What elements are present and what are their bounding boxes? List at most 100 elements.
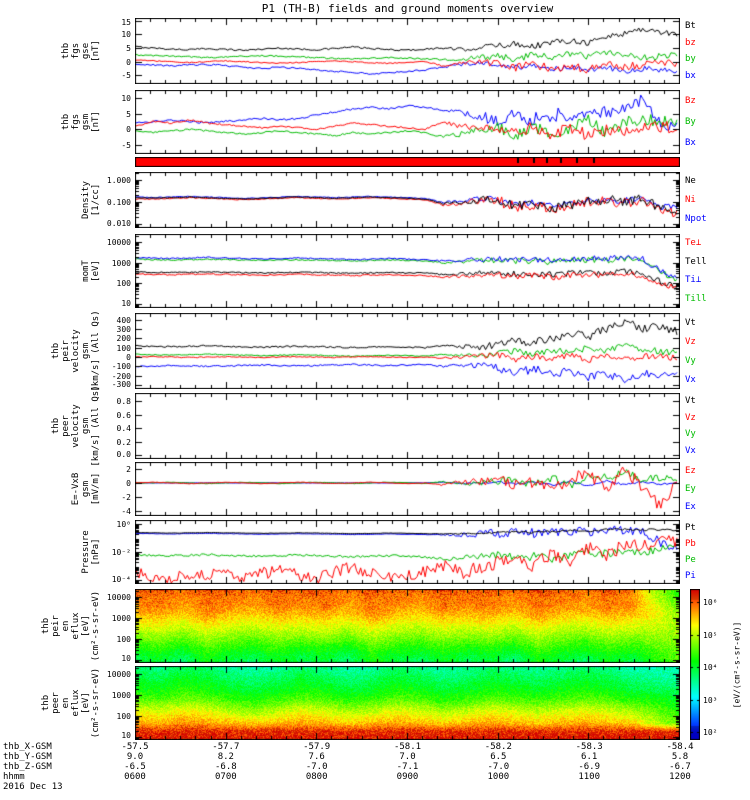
legend-bx: bx [685,70,696,81]
ytick-label: 5 [126,109,131,119]
panel-canvas-e_vxb [135,462,680,516]
ytick-label: 100 [116,635,131,645]
legend-Bt: Bt [685,21,696,32]
footer-value: 0800 [305,772,328,782]
footer-value: -7.0 [305,762,328,772]
legend-bz: bz [685,37,696,48]
legend-Vt: Vt [685,396,696,407]
ytick-label: 0.2 [116,437,131,447]
ytick-label: 10000 [106,593,131,603]
legend-Till: Till [685,293,707,304]
plot-title: P1 (TH-B) fields and ground moments over… [261,2,554,15]
footer-value: -58.2 [484,742,512,752]
ytick-label: 400 [116,315,131,325]
ytick-label: 10 [121,654,131,663]
legend-Tell: Tell [685,256,707,267]
ytick-label: 10000 [106,238,131,248]
legend-Vz: Vz [685,336,696,347]
legend-Ne: Ne [685,176,696,187]
footer-value: -57.7 [212,742,240,752]
ytick-label: -200 [111,371,131,381]
colorbar-tick-label: 10² [703,728,718,738]
ytick-label: -2 [121,492,131,502]
ytick-label: 0.010 [106,219,131,228]
colorbar-tick-label: 10⁶ [703,598,718,608]
legend-Ex: Ex [685,502,696,512]
ytick-label: 10⁻² [111,548,131,558]
ytick-label: -5 [121,71,131,81]
panel-canvas-fgs_gsm [135,90,680,154]
ytick-label: -300 [111,380,131,389]
colorbar-tick-label: 10⁴ [703,663,718,673]
footer-value: -6.9 [578,762,600,772]
ytick-label: 200 [116,334,131,344]
ytick-label: 0 [126,125,131,135]
panel-canvas-peer_velocity [135,393,680,459]
colorbar-tick-label: 10³ [703,695,718,705]
ytick-label: 0.8 [116,397,131,407]
ytick-label: 0 [126,478,131,488]
legend-Vt: Vt [685,317,696,328]
ytick-label: 10 [121,299,131,308]
legend-Ti⊥: Ti⊥ [685,275,702,286]
ytick-label: 0 [126,57,131,67]
footer-value: 0600 [124,772,146,782]
footer-value: -6.7 [669,762,691,772]
legend-Pb: Pb [685,539,696,549]
spectrogram-colorbar [690,589,700,740]
ytick-label: -4 [121,506,131,516]
legend-Ni: Ni [685,195,696,205]
ytick-label: 100 [116,343,131,353]
ytick-label: 0.4 [116,424,131,434]
panel-canvas-mom_T [135,234,680,308]
colorbar-unit-label: [eV/(cm²-s-sr-eV)] [728,589,746,740]
legend-by: by [685,54,696,65]
ytick-label: 0.0 [116,450,131,459]
legend-Bx: Bx [685,138,696,149]
footer-value: 6.5 [490,752,507,762]
ytick-label: 0.6 [116,410,131,420]
footer-value: 9.0 [126,752,144,762]
footer-value: 1000 [487,772,510,782]
footer-value: -6.5 [124,762,146,772]
footer-value: 7.0 [399,752,416,762]
ytick-label: 15 [121,18,131,27]
legend-Npot: Npot [685,213,707,224]
ytick-label: 10⁰ [116,520,131,530]
legend-Pi: Pi [685,571,696,581]
footer-value: 1200 [669,772,691,782]
legend-Vy: Vy [685,355,696,366]
ytick-label: 1.000 [106,175,131,185]
footer-value: -7.0 [487,762,510,772]
footer-date: 2016 Dec 13 [3,782,63,792]
ytick-label: 10 [121,93,131,103]
footer-row-label-thb_X-GSM: thb_X-GSM [3,742,52,752]
legend-Vz: Vz [685,412,696,423]
footer-row-label-thb_Z-GSM: thb_Z-GSM [3,762,52,772]
footer-value: -57.5 [121,742,149,752]
footer-value: 0700 [214,772,237,782]
footer-row-label-hhmm: hhmm [3,772,25,782]
ytick-label: 100 [116,279,131,289]
ytick-label: 0.100 [106,197,131,207]
legend-Vx: Vx [685,445,696,456]
ytick-label: -5 [121,141,131,151]
ytick-label: 1000 [111,691,131,701]
footer-value: 0900 [396,772,419,782]
ytick-label: 300 [116,324,131,334]
ytick-label: 1000 [111,258,131,268]
ytick-label: -100 [111,362,131,372]
footer-value: -58.1 [393,742,422,752]
legend-Ey: Ey [685,484,696,494]
legend-Ez: Ez [685,466,696,476]
legend-Bz: Bz [685,95,696,106]
panel-canvas-peir_en_eflux [135,589,680,663]
ytick-label: 5 [126,44,131,54]
ytick-label: 100 [116,712,131,722]
footer-value: 6.1 [581,752,598,762]
footer-value: -58.3 [575,742,603,752]
footer-value: -7.1 [396,762,419,772]
footer-value: 5.8 [671,752,689,762]
footer-value: 7.6 [308,752,325,762]
